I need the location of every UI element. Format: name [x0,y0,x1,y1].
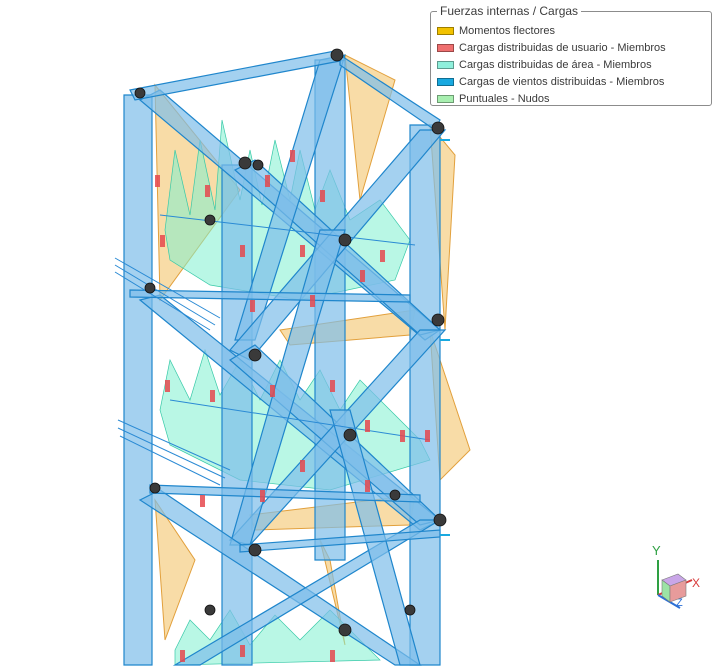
legend-title: Fuerzas internas / Cargas [437,4,582,18]
floor-platforms [114,214,431,486]
legend-swatch-icon [437,60,454,69]
axis-x-label: X [692,576,700,590]
axis-y-label: Y [652,543,661,558]
legend-label: Momentos flectores [459,24,555,37]
legend-item-wind-loads[interactable]: Cargas de vientos distribuidas - Miembro… [437,73,666,90]
legend-swatch-icon [437,43,454,52]
wind-distributed-loads [440,139,450,536]
legend-item-point-loads[interactable]: Puntuales - Nudos [437,90,666,107]
legend-swatch-icon [437,26,454,35]
legend-label: Cargas distribuidas de usuario - Miembro… [459,41,666,54]
legend-item-user-loads[interactable]: Cargas distribuidas de usuario - Miembro… [437,39,666,56]
legend-label: Cargas distribuidas de área - Miembros [459,58,652,71]
structure-nodes[interactable] [134,48,447,637]
legend-item-bending-moments[interactable]: Momentos flectores [437,22,666,39]
legend-list: Momentos flectores Cargas distribuidas d… [437,22,666,107]
axis-triad-icon[interactable]: Y X Z [640,540,708,620]
legend-item-area-loads[interactable]: Cargas distribuidas de área - Miembros [437,56,666,73]
legend-label: Cargas de vientos distribuidas - Miembro… [459,75,665,88]
legend-swatch-icon [437,77,454,86]
axis-z-label: Z [676,597,683,609]
legend-label: Puntuales - Nudos [459,92,550,105]
loads-legend: Fuerzas internas / Cargas Momentos flect… [430,4,712,107]
user-distributed-loads [155,150,430,662]
legend-swatch-icon [437,94,454,103]
